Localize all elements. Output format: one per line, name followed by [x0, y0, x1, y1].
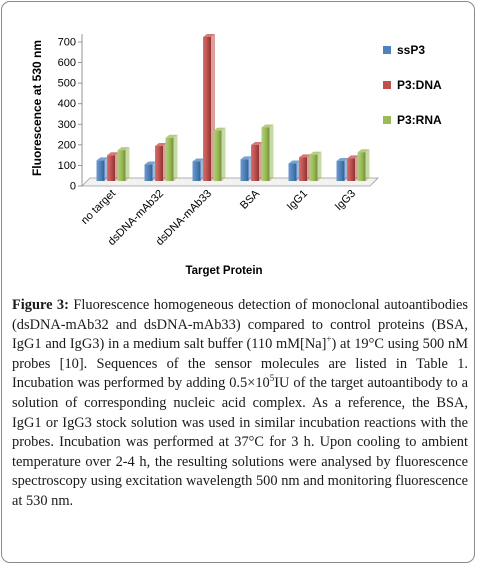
bar: [309, 151, 322, 181]
legend-label: P3:DNA: [397, 78, 442, 92]
y-axis-label: Fluorescence at 530 nm: [30, 40, 44, 176]
bar-side: [269, 124, 274, 181]
y-tick-label: 100: [58, 160, 76, 172]
bar-front: [299, 157, 307, 181]
bar-top: [155, 143, 167, 147]
bar-top: [309, 151, 322, 155]
bar-front: [117, 150, 126, 181]
bar-front: [107, 155, 115, 181]
caption-label: Figure 3:: [12, 297, 69, 313]
y-tick-label: 500: [58, 78, 76, 90]
caption-text-2: ) at 19°C using 500 nM probes [10]. Sequ…: [12, 336, 469, 392]
bar-side: [317, 151, 322, 181]
caption-text-1: Fluorescence homogeneous detection of mo…: [12, 297, 468, 353]
y-tick-label: 600: [58, 57, 76, 69]
legend-item: P3:RNA: [383, 113, 442, 127]
bar: [251, 142, 263, 181]
bar-top: [107, 152, 119, 156]
bar: [96, 157, 109, 181]
bar-top: [261, 124, 274, 128]
bar-top: [288, 160, 301, 164]
x-axis-label: Target Protein: [185, 265, 262, 277]
bar-front: [203, 37, 211, 181]
bar-side: [173, 134, 178, 181]
bar: [155, 143, 167, 181]
bar-top: [117, 147, 130, 151]
y-tick-label: 0: [70, 181, 76, 193]
caption-text-3: IU of the target autoantibody to a solut…: [12, 375, 468, 509]
bar: [288, 160, 301, 181]
bar-side: [365, 149, 370, 181]
figure-caption: Figure 3: Fluorescence homogeneous detec…: [12, 296, 468, 512]
legend-item: ssP3: [383, 43, 425, 57]
bar-side: [221, 127, 226, 181]
bar-top: [96, 157, 109, 161]
bar: [261, 124, 274, 181]
bar: [117, 147, 130, 181]
legend-swatch: [383, 46, 391, 54]
bar-front: [144, 164, 153, 181]
bar: [213, 127, 226, 181]
bar-side: [125, 147, 130, 181]
x-tick-label: BSA: [238, 187, 263, 212]
bar: [192, 158, 205, 181]
bar: [347, 155, 359, 181]
legend-label: P3:RNA: [397, 113, 442, 127]
bar-front: [336, 161, 345, 181]
bar-front: [251, 145, 259, 181]
bar: [107, 152, 119, 181]
legend-swatch: [383, 116, 391, 124]
bar-front: [165, 137, 174, 181]
bar-top: [165, 134, 178, 138]
legend-label: ssP3: [397, 43, 425, 57]
bar: [144, 161, 157, 181]
bar-front: [96, 160, 105, 181]
bar: [357, 149, 370, 181]
bar-top: [203, 34, 215, 37]
x-tick-label: no target: [79, 188, 118, 227]
bar-top: [251, 142, 263, 145]
bar: [240, 156, 253, 181]
y-axis: 0 100 200 300 400 500 600 700: [58, 34, 83, 193]
y-tick-label: 200: [58, 139, 76, 151]
bar-front: [288, 163, 297, 181]
caption-sup-2: 5: [269, 373, 275, 384]
bars: [96, 34, 370, 181]
bar-top: [336, 158, 349, 162]
bar-front: [192, 161, 201, 181]
bar-top: [144, 161, 157, 165]
bar: [299, 154, 311, 181]
legend-item: P3:DNA: [383, 78, 442, 92]
legend: ssP3 P3:DNA P3:RNA: [383, 43, 442, 127]
bar-front: [309, 154, 318, 181]
bar-top: [240, 156, 253, 160]
bar-top: [299, 154, 311, 158]
x-tick-label: IgG1: [285, 188, 310, 213]
y-tick-label: 300: [58, 119, 76, 131]
x-tick-label: IgG3: [333, 188, 358, 213]
bar-top: [213, 127, 226, 131]
bar-front: [213, 130, 222, 181]
bar: [203, 34, 215, 181]
bar-top: [192, 158, 205, 162]
y-tick-label: 400: [58, 98, 76, 110]
bar-front: [261, 127, 270, 181]
bar: [165, 134, 178, 181]
legend-swatch: [383, 81, 391, 89]
bar-front: [357, 152, 366, 181]
caption-sup-1: +: [326, 334, 332, 345]
bar-front: [155, 146, 163, 181]
bar-top: [347, 155, 359, 159]
bar: [336, 158, 349, 181]
bar-front: [240, 159, 249, 181]
y-tick-label: 700: [58, 37, 76, 49]
bar-front: [347, 158, 355, 181]
bar-top: [357, 149, 370, 153]
